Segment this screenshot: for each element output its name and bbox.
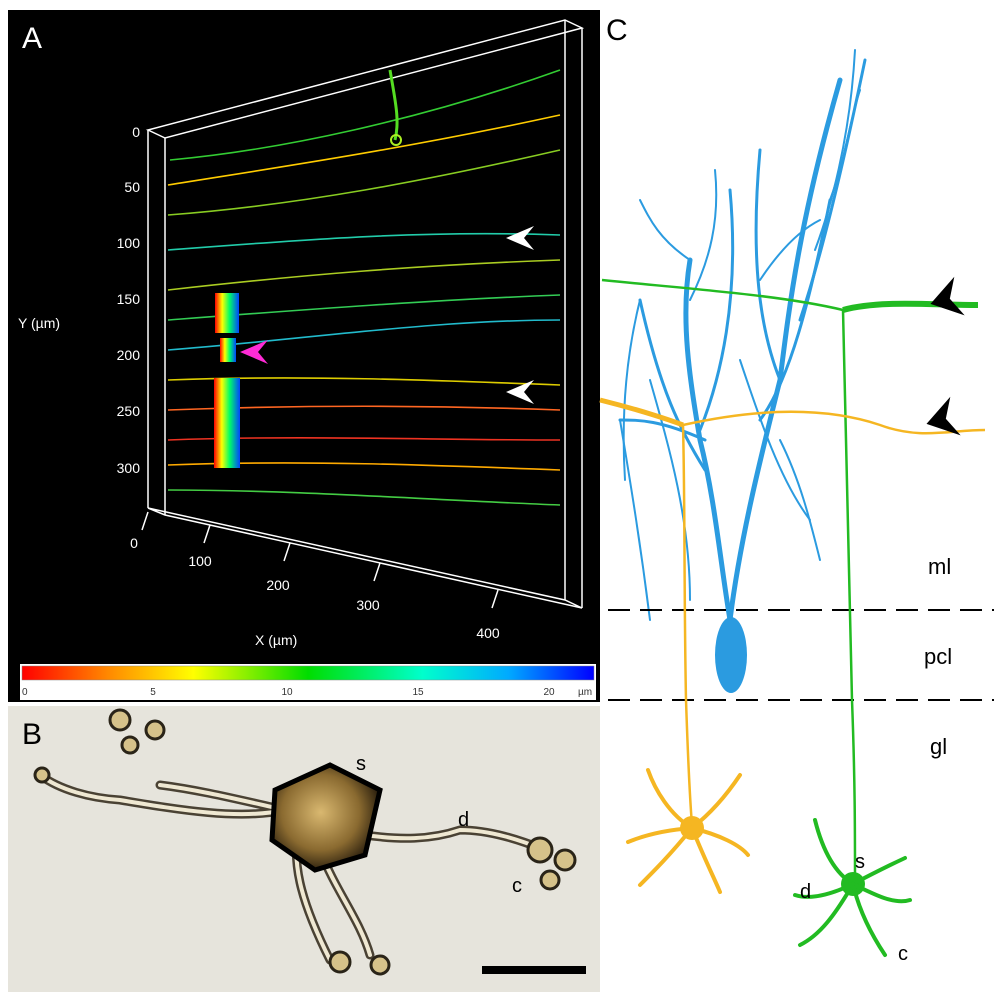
scale-bar	[482, 966, 586, 974]
label-dendrite: d	[458, 809, 469, 831]
y-axis: 0 50 100 150 200 250 300 Y (µm)	[18, 124, 140, 476]
colorbar-tick: 10	[281, 687, 293, 698]
panel-c-letter: C	[606, 14, 628, 47]
colorbar-tick: 5	[150, 687, 156, 698]
panel-b-letter: B	[22, 718, 42, 751]
colorbar-tick: 15	[412, 687, 424, 698]
layer-label-gl: gl	[930, 734, 947, 759]
colorbar-gradient	[21, 665, 595, 681]
x-tick-label: 400	[476, 625, 500, 641]
purkinje-dendrites	[618, 49, 867, 623]
panel-c: C	[599, 14, 994, 965]
magenta-arrowhead	[240, 340, 268, 364]
micrograph-claws	[33, 708, 577, 976]
granule-cell-green	[601, 278, 979, 957]
volume-box	[145, 19, 585, 609]
soma-spot	[390, 134, 402, 146]
y-tick-label: 250	[117, 403, 141, 419]
y-tick-label: 100	[117, 235, 141, 251]
colorbar: 0 5 10 15 20 µm	[20, 664, 596, 700]
colorbar-unit: µm	[578, 687, 592, 698]
arrowhead-green-axon	[930, 276, 965, 316]
layer-label-pcl: pcl	[924, 644, 952, 669]
y-tick-label: 150	[117, 291, 141, 307]
label-soma: s	[855, 851, 865, 873]
white-arrowhead-top	[506, 226, 534, 250]
label-claw: c	[898, 943, 908, 965]
panel-a-letter: A	[22, 22, 42, 55]
panel-a-background	[8, 10, 600, 702]
white-arrowhead-bottom	[506, 380, 534, 404]
label-claw: c	[512, 875, 522, 897]
x-tick-label: 200	[266, 577, 290, 593]
panel-a: A	[8, 10, 600, 702]
x-tick-label: 100	[188, 553, 212, 569]
label-dendrite: d	[800, 881, 811, 903]
x-axis: 0 100 200 300 400 X (µm)	[130, 511, 500, 648]
micrograph-soma	[269, 762, 383, 873]
y-axis-title: Y (µm)	[18, 315, 60, 331]
y-tick-label: 300	[117, 460, 141, 476]
x-tick-label: 300	[356, 597, 380, 613]
arrowhead-orange-axon	[926, 396, 961, 436]
purkinje-soma	[715, 617, 747, 693]
colorbar-tick: 0	[22, 687, 28, 698]
y-tick-label: 50	[124, 179, 140, 195]
x-axis-title: X (µm)	[255, 632, 297, 648]
label-soma: s	[356, 753, 366, 775]
panel-b: B s d c	[8, 706, 600, 992]
y-tick-label: 0	[132, 124, 140, 140]
colorbar-tick: 20	[543, 687, 555, 698]
rainbow-artifact	[214, 293, 240, 468]
x-tick-label: 0	[130, 535, 138, 551]
layer-label-ml: ml	[928, 554, 951, 579]
granule-cell-orange	[599, 397, 986, 894]
y-tick-label: 200	[117, 347, 141, 363]
